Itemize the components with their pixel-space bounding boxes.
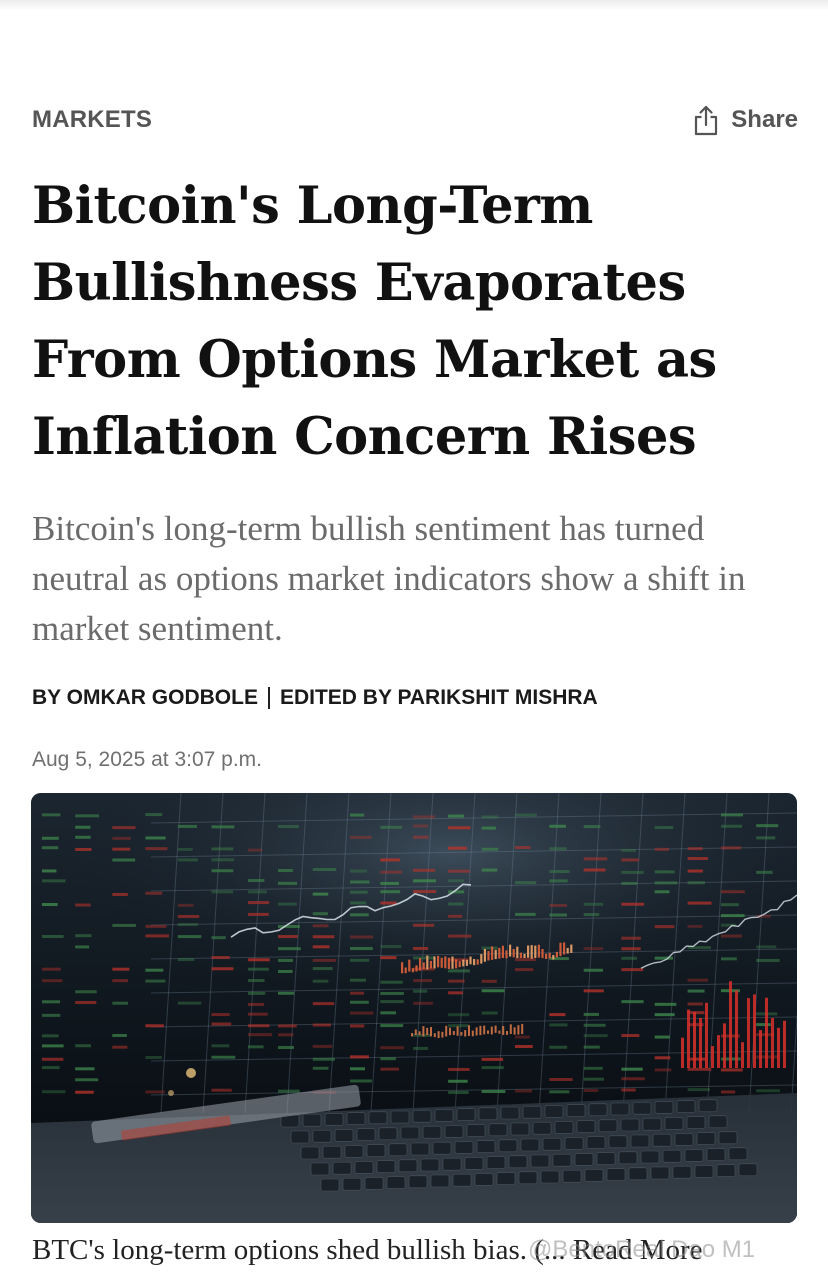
caption-text: BTC's long-term options shed bullish bia… xyxy=(32,1234,544,1266)
article-dek: Bitcoin's long-term bullish sentiment ha… xyxy=(32,509,746,648)
byline: BY OMKAR GODBOLE EDITED BY PARIKSHIT MIS… xyxy=(32,686,798,710)
publish-timestamp: Aug 5, 2025 at 3:07 p.m. xyxy=(32,748,262,771)
top-edge-shadow xyxy=(0,0,828,10)
read-more-link[interactable]: ... Read More xyxy=(543,1234,703,1266)
byline-separator xyxy=(267,687,270,709)
byline-author[interactable]: BY OMKAR GODBOLE xyxy=(32,686,258,709)
share-label: Share xyxy=(731,106,798,133)
share-button[interactable]: Share xyxy=(693,104,798,136)
watermark: @BentoReal Dao M1 xyxy=(528,1236,756,1263)
trading-screens-image xyxy=(31,793,797,1223)
byline-editor[interactable]: EDITED BY PARIKSHIT MISHRA xyxy=(279,686,598,709)
image-caption: BTC's long-term options shed bullish bia… xyxy=(32,1234,822,1274)
share-icon xyxy=(695,105,718,136)
headline: Bitcoin's Long-Term Bullishness Evaporat… xyxy=(32,176,717,467)
section-header: MARKETS Share xyxy=(32,104,798,136)
hero-image[interactable] xyxy=(31,793,797,1223)
section-label[interactable]: MARKETS xyxy=(32,106,153,133)
